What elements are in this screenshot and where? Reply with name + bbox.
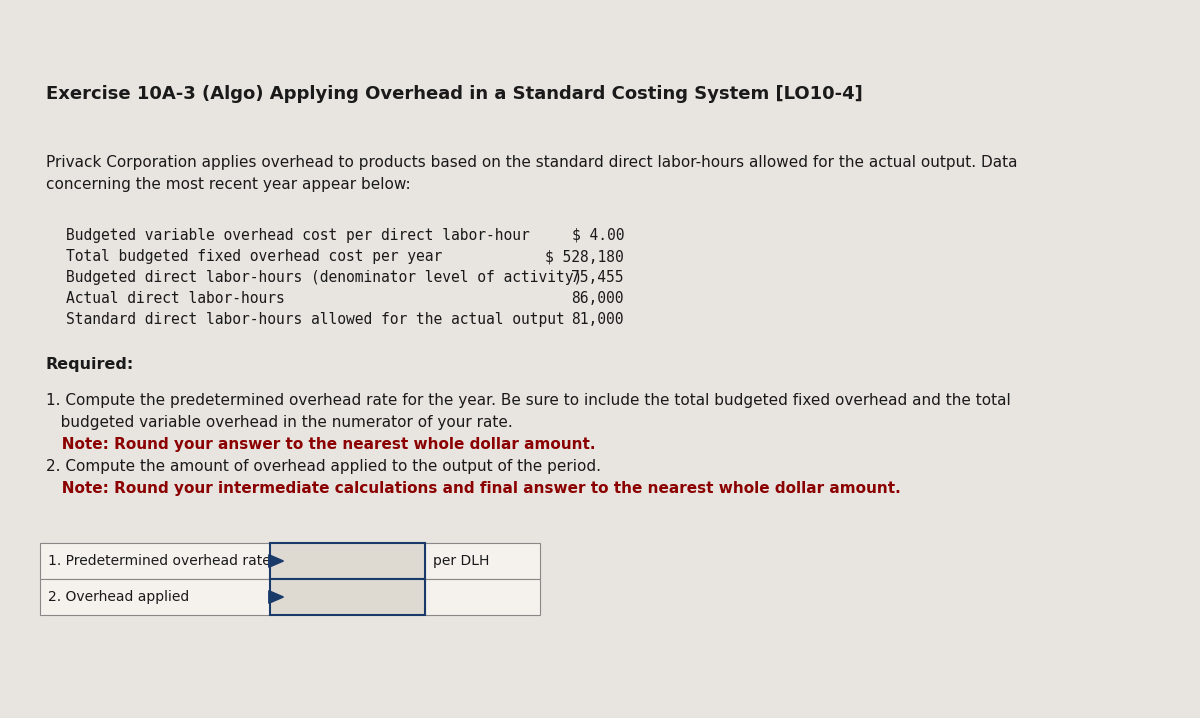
Text: 81,000: 81,000: [571, 312, 624, 327]
Text: Required:: Required:: [46, 357, 134, 372]
Text: 1. Compute the predetermined overhead rate for the year. Be sure to include the : 1. Compute the predetermined overhead ra…: [46, 393, 1010, 408]
Bar: [425, 579, 540, 615]
Bar: [270, 579, 425, 615]
Text: 2. Compute the amount of overhead applied to the output of the period.: 2. Compute the amount of overhead applie…: [46, 459, 601, 474]
Bar: [270, 543, 425, 579]
Text: concerning the most recent year appear below:: concerning the most recent year appear b…: [46, 177, 410, 192]
Text: Standard direct labor-hours allowed for the actual output: Standard direct labor-hours allowed for …: [66, 312, 565, 327]
Text: Note: Round your intermediate calculations and final answer to the nearest whole: Note: Round your intermediate calculatio…: [46, 481, 900, 496]
Text: Exercise 10A-3 (Algo) Applying Overhead in a Standard Costing System [LO10-4]: Exercise 10A-3 (Algo) Applying Overhead …: [46, 85, 863, 103]
Polygon shape: [269, 591, 283, 603]
Polygon shape: [269, 555, 283, 567]
Text: Budgeted variable overhead cost per direct labor-hour: Budgeted variable overhead cost per dire…: [66, 228, 529, 243]
Bar: [40, 579, 270, 615]
Text: budgeted variable overhead in the numerator of your rate.: budgeted variable overhead in the numera…: [46, 415, 512, 430]
Bar: [425, 543, 540, 579]
Text: Privack Corporation applies overhead to products based on the standard direct la: Privack Corporation applies overhead to …: [46, 155, 1018, 170]
Text: Budgeted direct labor-hours (denominator level of activity): Budgeted direct labor-hours (denominator…: [66, 270, 582, 285]
Text: Total budgeted fixed overhead cost per year: Total budgeted fixed overhead cost per y…: [66, 249, 443, 264]
Text: Actual direct labor-hours: Actual direct labor-hours: [66, 291, 284, 306]
Text: 86,000: 86,000: [571, 291, 624, 306]
Text: per DLH: per DLH: [433, 554, 490, 568]
Bar: [40, 543, 270, 579]
Text: 2. Overhead applied: 2. Overhead applied: [48, 590, 190, 604]
Text: 1. Predetermined overhead rate: 1. Predetermined overhead rate: [48, 554, 271, 568]
Text: $ 4.00: $ 4.00: [571, 228, 624, 243]
Text: Note: Round your answer to the nearest whole dollar amount.: Note: Round your answer to the nearest w…: [46, 437, 595, 452]
Text: 75,455: 75,455: [571, 270, 624, 285]
Text: $ 528,180: $ 528,180: [545, 249, 624, 264]
